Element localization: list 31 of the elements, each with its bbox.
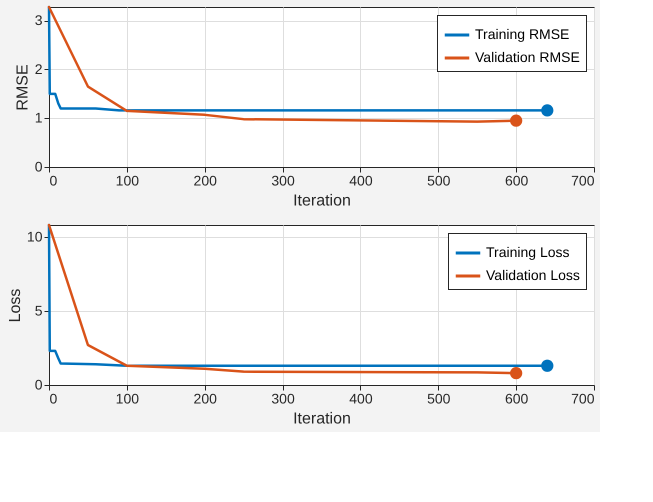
x-tick-label: 500 xyxy=(427,390,451,406)
x-tick-label: 600 xyxy=(504,172,529,188)
x-tick-label: 400 xyxy=(349,390,373,406)
y-axis-title: RMSE xyxy=(14,64,32,111)
x-axis-title: Iteration xyxy=(293,410,351,428)
x-tick-label: 600 xyxy=(504,390,529,406)
y-tick-label: 0 xyxy=(34,376,43,392)
y-tick-label: 10 xyxy=(26,228,43,244)
y-tick-label: 1 xyxy=(34,110,43,126)
x-tick-label: 700 xyxy=(571,172,595,188)
legend-label: Training Loss xyxy=(486,244,570,260)
x-tick-label: 100 xyxy=(116,390,140,406)
legend-label: Validation RMSE xyxy=(475,49,580,65)
x-tick-label: 400 xyxy=(349,172,373,188)
x-tick-label: 500 xyxy=(427,172,451,188)
x-tick-label: 0 xyxy=(50,390,58,406)
legend-label: Training RMSE xyxy=(475,26,570,42)
x-tick-label: 0 xyxy=(50,172,58,188)
x-tick-label: 100 xyxy=(116,172,140,188)
y-tick-label: 2 xyxy=(34,60,43,77)
x-tick-label: 700 xyxy=(571,390,595,406)
y-axis-title: Loss xyxy=(6,288,24,322)
y-tick-label: 3 xyxy=(34,12,43,28)
y-tick-label: 0 xyxy=(34,158,43,174)
x-tick-label: 300 xyxy=(271,390,295,406)
x-tick-label: 300 xyxy=(271,172,295,188)
y-tick-label: 5 xyxy=(34,302,43,318)
x-tick-label: 200 xyxy=(194,172,218,188)
legend-label: Validation Loss xyxy=(486,267,580,283)
x-axis-title: Iteration xyxy=(293,192,351,210)
x-tick-label: 200 xyxy=(194,390,218,406)
